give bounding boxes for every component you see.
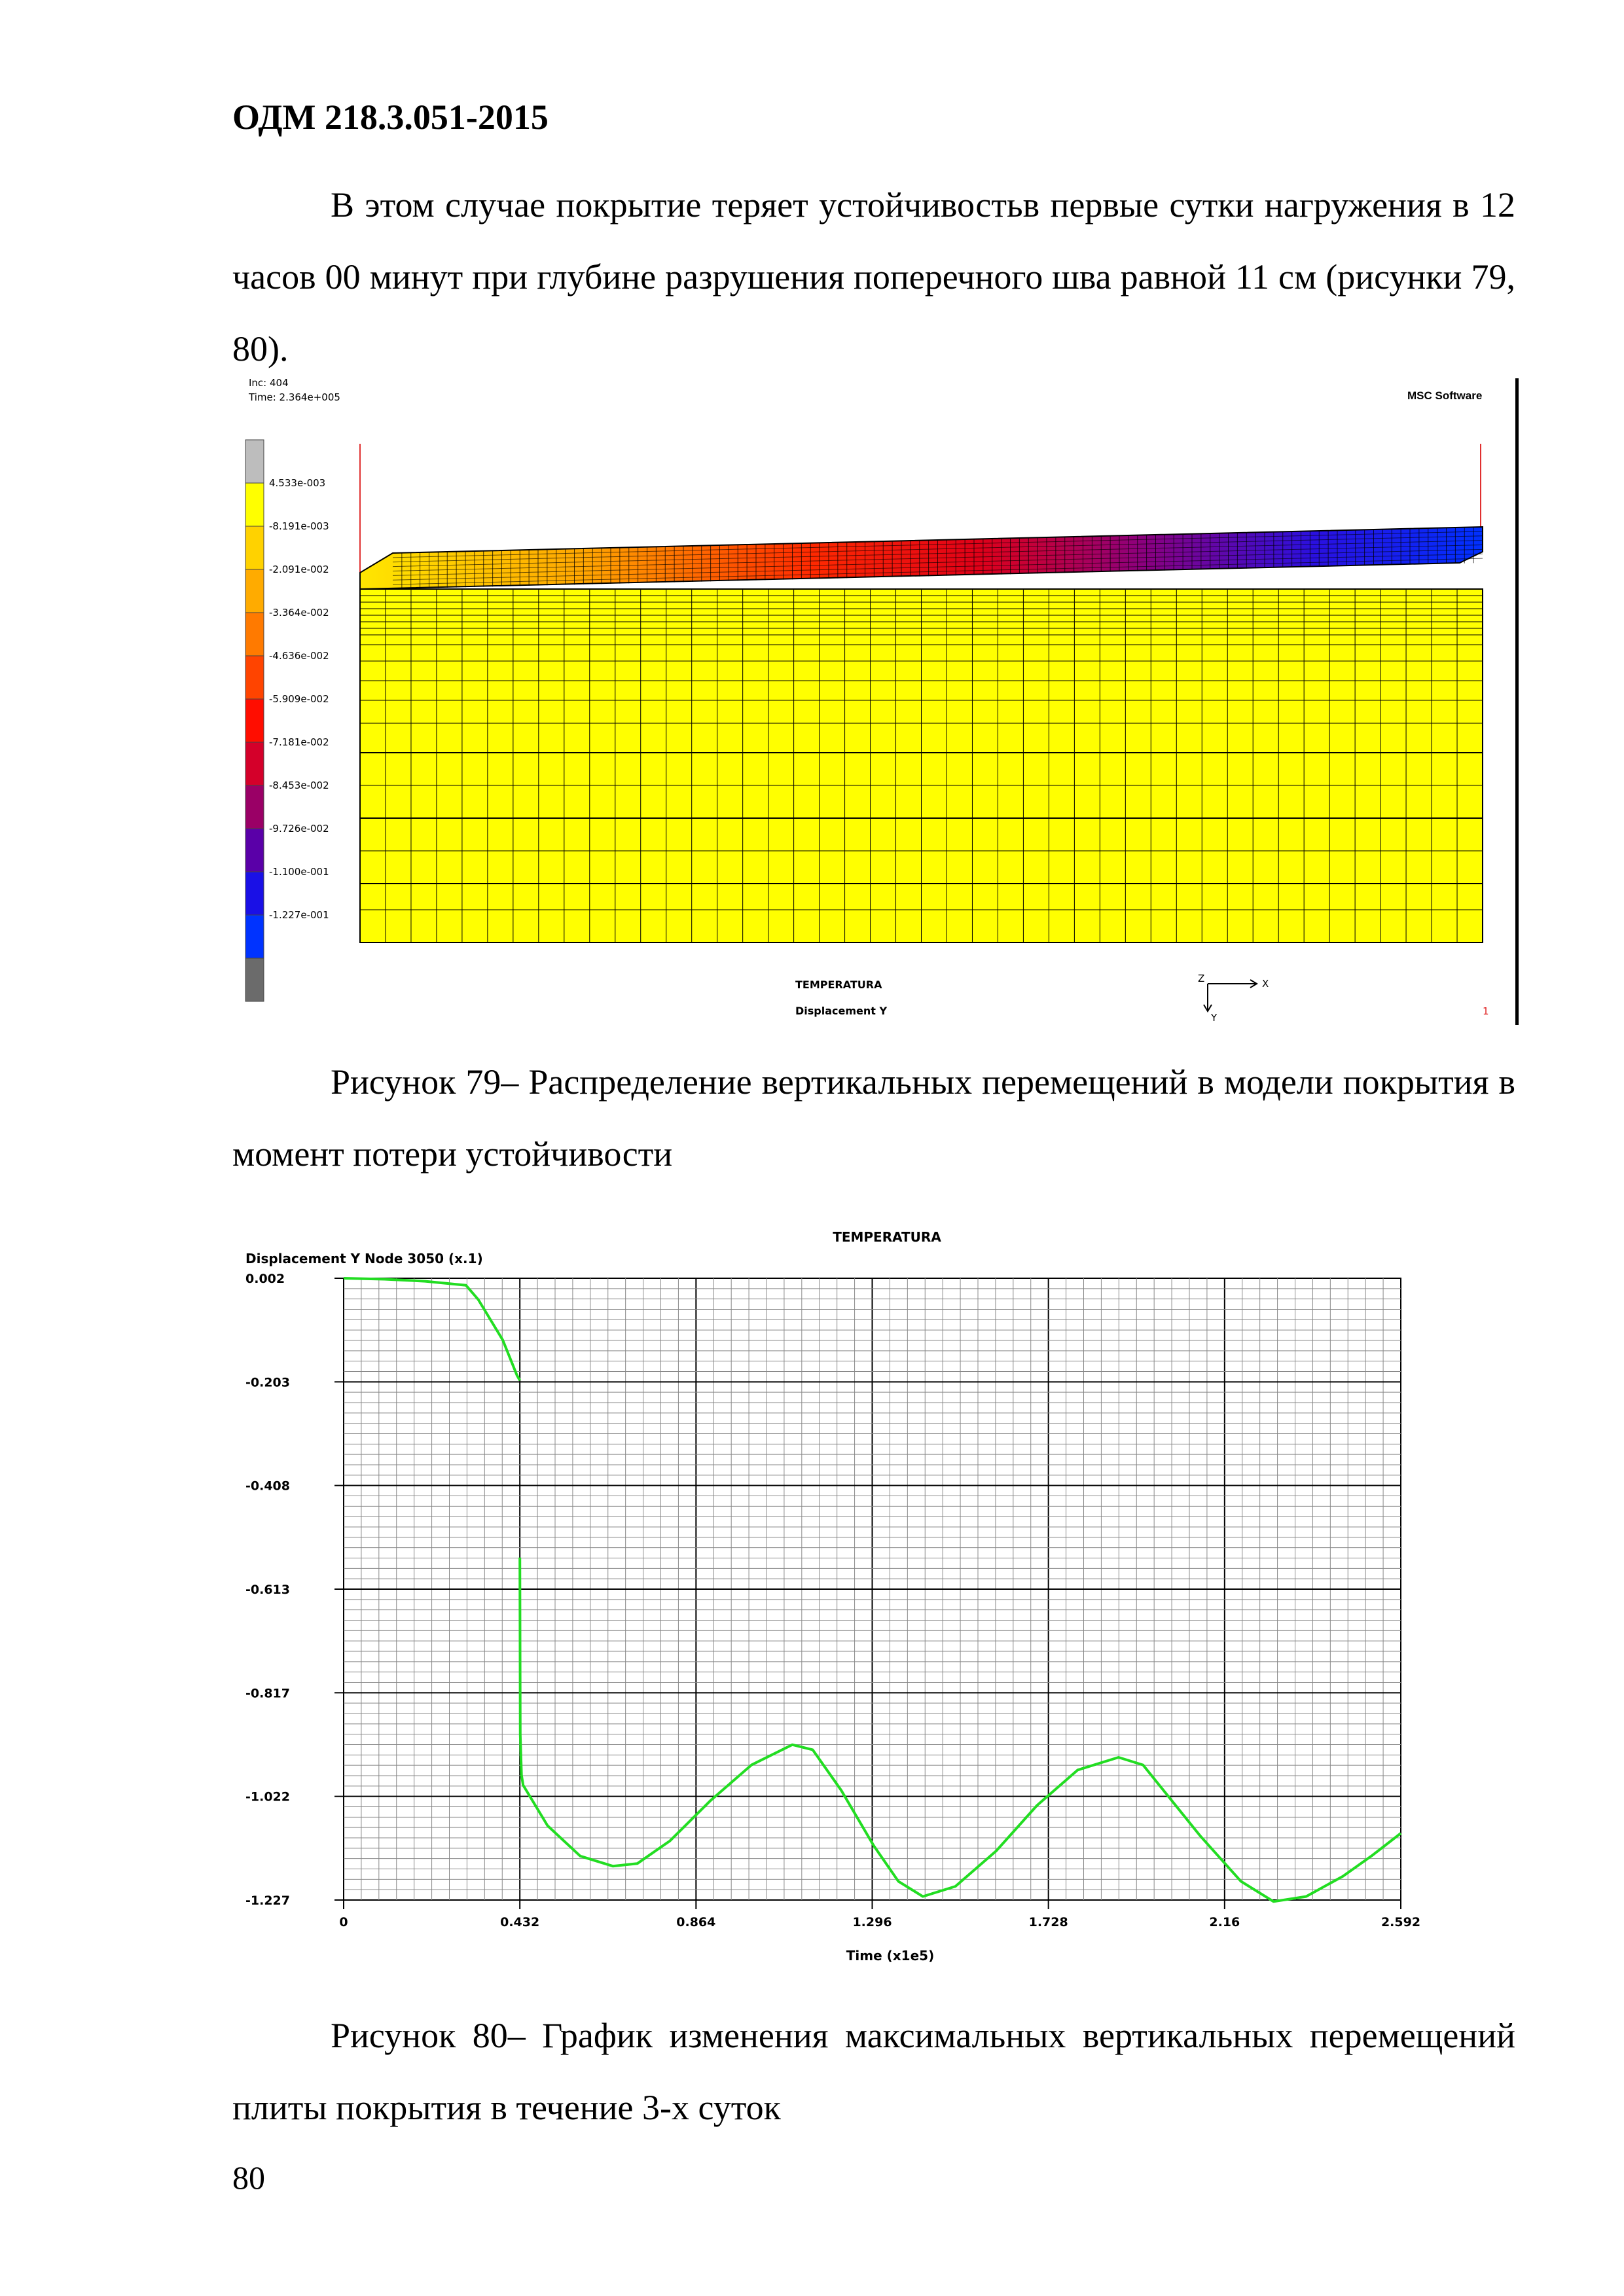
y-tick-label: -1.227 bbox=[245, 1893, 290, 1908]
figure-79-caption-text: Рисунок 79– Распределение вертикальных п… bbox=[232, 1062, 1515, 1174]
x-tick-label: 0 bbox=[339, 1915, 348, 1929]
legend-value: -5.909e-002 bbox=[269, 693, 329, 705]
result-label: Displacement Y bbox=[795, 1005, 887, 1017]
index-label: 1 bbox=[1483, 1005, 1489, 1017]
model-title: TEMPERATURA bbox=[795, 978, 882, 991]
legend-swatch bbox=[245, 914, 264, 959]
legend-swatch bbox=[245, 742, 264, 786]
legend-swatch bbox=[245, 958, 264, 1002]
body-paragraph-text: В этом случае покрытие теряет устойчивос… bbox=[232, 185, 1515, 368]
series-line bbox=[343, 1277, 521, 1382]
right-border-line bbox=[1515, 378, 1519, 1025]
axis-z-label: Z bbox=[1198, 973, 1204, 984]
y-tick-label: -0.408 bbox=[245, 1479, 290, 1494]
page-number: 80 bbox=[232, 2159, 265, 2196]
y-tick-label: -1.022 bbox=[245, 1790, 290, 1804]
y-tick-label: -0.613 bbox=[245, 1583, 290, 1597]
legend-value: 4.533e-003 bbox=[269, 477, 325, 489]
legend-value: -4.636e-002 bbox=[269, 650, 329, 662]
legend-swatch bbox=[245, 482, 264, 527]
figure-80-chart: TEMPERATURA Displacement Y Node 3050 (x.… bbox=[236, 1214, 1519, 1967]
legend-swatch bbox=[245, 439, 264, 484]
x-tick-label: 1.728 bbox=[1029, 1915, 1068, 1929]
legend-swatch bbox=[245, 871, 264, 916]
legend-value: -2.091e-002 bbox=[269, 564, 329, 575]
chart-xlabel: Time (x1e5) bbox=[846, 1948, 934, 1964]
legend-swatch bbox=[245, 655, 264, 700]
base-layer-mesh bbox=[359, 588, 1483, 943]
legend-swatch bbox=[245, 828, 264, 872]
x-tick-label: 2.592 bbox=[1381, 1915, 1420, 1929]
legend-swatch bbox=[245, 612, 264, 656]
legend-value: -9.726e-002 bbox=[269, 823, 329, 834]
document-code: ОДМ 218.3.051-2015 bbox=[232, 98, 549, 137]
chart-title: TEMPERATURA bbox=[833, 1229, 941, 1245]
body-paragraph: В этом случае покрытие теряет устойчивос… bbox=[232, 169, 1515, 385]
x-tick-label: 2.16 bbox=[1209, 1915, 1240, 1929]
chart-ticks: 0 0.432 0.864 1.296 1.728 2.16 2.592 0.002 -0.20… bbox=[245, 1272, 1420, 1929]
axis-x-label: X bbox=[1262, 978, 1269, 990]
y-tick-label: -0.817 bbox=[245, 1686, 290, 1700]
time-label: Time: 2.364e+005 bbox=[248, 391, 340, 403]
legend-swatch bbox=[245, 698, 264, 743]
legend-value: -3.364e-002 bbox=[269, 607, 329, 619]
x-tick-label: 0.432 bbox=[500, 1915, 539, 1929]
figure-80-caption: Рисунок 80– График изменения максимальны… bbox=[232, 2000, 1515, 2144]
x-tick-label: 1.296 bbox=[852, 1915, 892, 1929]
legend-value: -1.100e-001 bbox=[269, 866, 329, 878]
chart-ylabel: Displacement Y Node 3050 (x.1) bbox=[245, 1251, 483, 1266]
legend-swatch bbox=[245, 526, 264, 570]
legend-value: -8.453e-002 bbox=[269, 780, 329, 791]
axis-triad: X Z Y bbox=[1198, 973, 1269, 1024]
msc-software-logo: MSC Software bbox=[1407, 389, 1482, 402]
color-legend: 4.533e-003 -8.191e-003 -2.091e-002 -3.364e-… bbox=[245, 439, 329, 1002]
x-tick-label: 0.864 bbox=[676, 1915, 715, 1929]
increment-label: Inc: 404 bbox=[249, 377, 289, 389]
legend-value: -7.181e-002 bbox=[269, 736, 329, 748]
axis-y-label: Y bbox=[1210, 1012, 1218, 1024]
figure-80-caption-text: Рисунок 80– График изменения максимальны… bbox=[232, 2016, 1515, 2127]
chart-lines bbox=[343, 1277, 1402, 1903]
y-tick-label: 0.002 bbox=[245, 1272, 285, 1286]
series-line bbox=[518, 1557, 1402, 1903]
legend-value: -1.227e-001 bbox=[269, 909, 329, 921]
slab-mesh bbox=[359, 526, 1483, 590]
legend-value: -8.191e-003 bbox=[269, 520, 329, 532]
chart-grid bbox=[343, 1278, 1401, 1901]
y-tick-label: -0.203 bbox=[245, 1375, 290, 1390]
figure-79: Inc: 404 Time: 2.364e+005 MSC Software 4… bbox=[236, 367, 1519, 1028]
legend-swatch bbox=[245, 569, 264, 613]
figure-79-caption: Рисунок 79– Распределение вертикальных п… bbox=[232, 1046, 1515, 1190]
legend-swatch bbox=[245, 785, 264, 829]
